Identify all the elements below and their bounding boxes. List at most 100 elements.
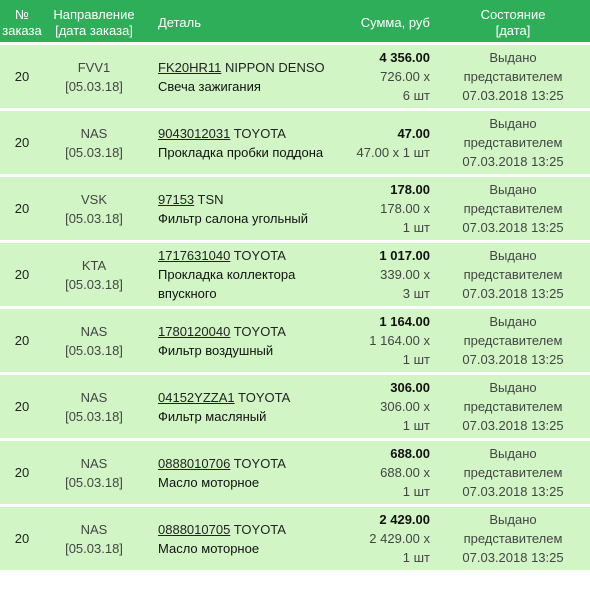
order-number: 20 <box>0 438 44 504</box>
detail-cell: FK20HR11 NIPPON DENSO Свеча зажигания <box>144 42 330 108</box>
state-cell: Выдано представителем 07.03.2018 13:25 <box>436 438 590 504</box>
unit-price: 306.00 x <box>380 399 430 414</box>
direction-code: NAS <box>80 389 108 405</box>
direction-code: NAS <box>80 521 108 537</box>
orders-table: № заказа Направление [дата заказа] Детал… <box>0 0 590 570</box>
part-description: Масло моторное <box>158 474 260 490</box>
part-code-link[interactable]: 9043012031 <box>158 125 231 141</box>
part-code-link[interactable]: 1717631040 <box>158 248 231 263</box>
direction-cell: NAS [05.03.18] <box>44 108 144 174</box>
state-line1: Выдано <box>489 248 537 263</box>
unit-price: 2 429.00 x <box>369 531 430 546</box>
state-line2: представителем <box>463 333 563 348</box>
direction-code: FVV1 <box>77 59 111 75</box>
sum-total: 2 429.00 <box>379 512 430 527</box>
state-line1: Выдано <box>489 512 537 527</box>
direction-cell: NAS [05.03.18] <box>44 438 144 504</box>
detail-cell: 1780120040 TOYOTA Фильтр воздушный <box>144 306 330 372</box>
state-date: 07.03.2018 13:25 <box>462 286 564 301</box>
sum-cell: 47.00 47.00 x 1 шт <box>330 108 436 174</box>
state-line1: Выдано <box>489 116 537 131</box>
detail-cell: 04152YZZA1 TOYOTA Фильтр масляный <box>144 372 330 438</box>
table-row: 20 NAS [05.03.18] 0888010705 TOYOTA Масл… <box>0 504 590 570</box>
order-number-value: 20 <box>14 267 30 282</box>
order-number-value: 20 <box>14 201 30 216</box>
sum-total: 1 017.00 <box>379 248 430 263</box>
table-row: 20 NAS [05.03.18] 1780120040 TOYOTA Филь… <box>0 306 590 372</box>
order-date: [05.03.18] <box>65 144 123 160</box>
unit-price: 339.00 x <box>380 267 430 282</box>
header-sum: Сумма, руб <box>330 0 436 42</box>
part-code-link[interactable]: 04152YZZA1 <box>158 389 235 405</box>
sum-total: 306.00 <box>390 380 430 395</box>
order-number-value: 20 <box>14 135 30 150</box>
order-number: 20 <box>0 372 44 438</box>
part-code-link[interactable]: 1780120040 <box>158 323 231 339</box>
sum-total: 688.00 <box>390 446 430 461</box>
state-line2: представителем <box>463 399 563 414</box>
unit-price: 178.00 x <box>380 201 430 216</box>
sum-total: 1 164.00 <box>379 314 430 329</box>
direction-code: NAS <box>80 125 108 141</box>
sum-total: 4 356.00 <box>379 50 430 65</box>
part-description: Фильтр воздушный <box>158 342 274 358</box>
direction-cell: NAS [05.03.18] <box>44 306 144 372</box>
state-line2: представителем <box>463 531 563 546</box>
order-number-value: 20 <box>14 333 30 348</box>
state-cell: Выдано представителем 07.03.2018 13:25 <box>436 174 590 240</box>
order-number: 20 <box>0 42 44 108</box>
state-cell: Выдано представителем 07.03.2018 13:25 <box>436 42 590 108</box>
order-number-value: 20 <box>14 399 30 414</box>
part-code-link[interactable]: FK20HR11 <box>158 59 222 75</box>
direction-cell: FVV1 [05.03.18] <box>44 42 144 108</box>
header-state: Состояние [дата] <box>436 0 590 42</box>
order-number: 20 <box>0 240 44 306</box>
part-code-link[interactable]: 0888010706 <box>158 455 231 471</box>
order-date: [05.03.18] <box>65 342 123 358</box>
header-order-no-line2: заказа <box>2 23 42 38</box>
detail-cell: 9043012031 TOYOTA Прокладка пробки поддо… <box>144 108 330 174</box>
quantity: 1 шт <box>402 550 430 565</box>
state-cell: Выдано представителем 07.03.2018 13:25 <box>436 240 590 306</box>
header-state-line1: Состояние <box>480 7 546 22</box>
direction-code: NAS <box>80 455 108 471</box>
sum-cell: 1 164.00 1 164.00 x 1 шт <box>330 306 436 372</box>
header-order-no: № заказа <box>0 0 44 42</box>
detail-cell: 1717631040 TOYOTA Прокладка коллектора в… <box>144 240 330 306</box>
sum-cell: 1 017.00 339.00 x 3 шт <box>330 240 436 306</box>
quantity: 1 шт <box>402 418 430 433</box>
table-row: 20 NAS [05.03.18] 9043012031 TOYOTA Прок… <box>0 108 590 174</box>
sum-cell: 4 356.00 726.00 x 6 шт <box>330 42 436 108</box>
part-brand: TOYOTA <box>233 125 286 141</box>
part-brand: TOYOTA <box>233 521 286 537</box>
state-line2: представителем <box>463 465 563 480</box>
state-line1: Выдано <box>489 50 537 65</box>
table-header-row: № заказа Направление [дата заказа] Детал… <box>0 0 590 42</box>
state-cell: Выдано представителем 07.03.2018 13:25 <box>436 108 590 174</box>
part-brand: TOYOTA <box>233 248 286 263</box>
state-cell: Выдано представителем 07.03.2018 13:25 <box>436 504 590 570</box>
price-times-quantity: 47.00 x 1 шт <box>356 144 430 160</box>
header-state-line2: [дата] <box>495 23 531 38</box>
header-direction-line2: [дата заказа] <box>55 23 133 38</box>
table-row: 20 NAS [05.03.18] 04152YZZA1 TOYOTA Филь… <box>0 372 590 438</box>
part-brand: TSN <box>197 191 224 207</box>
part-brand: TOYOTA <box>233 455 286 471</box>
state-date: 07.03.2018 13:25 <box>462 550 564 565</box>
state-line2: представителем <box>463 69 563 84</box>
state-line2: представителем <box>463 135 563 150</box>
order-number-value: 20 <box>14 465 30 480</box>
quantity: 1 шт <box>402 484 430 499</box>
part-description: Фильтр масляный <box>158 408 267 424</box>
state-line1: Выдано <box>489 446 537 461</box>
sum-cell: 688.00 688.00 x 1 шт <box>330 438 436 504</box>
direction-code: KTA <box>81 257 107 273</box>
sum-cell: 178.00 178.00 x 1 шт <box>330 174 436 240</box>
order-date: [05.03.18] <box>65 408 123 424</box>
part-code-link[interactable]: 97153 <box>158 191 195 207</box>
part-brand: TOYOTA <box>233 323 286 339</box>
direction-cell: KTA [05.03.18] <box>44 240 144 306</box>
part-code-link[interactable]: 0888010705 <box>158 521 231 537</box>
header-order-no-line1: № <box>15 7 29 22</box>
order-date: [05.03.18] <box>65 474 123 490</box>
